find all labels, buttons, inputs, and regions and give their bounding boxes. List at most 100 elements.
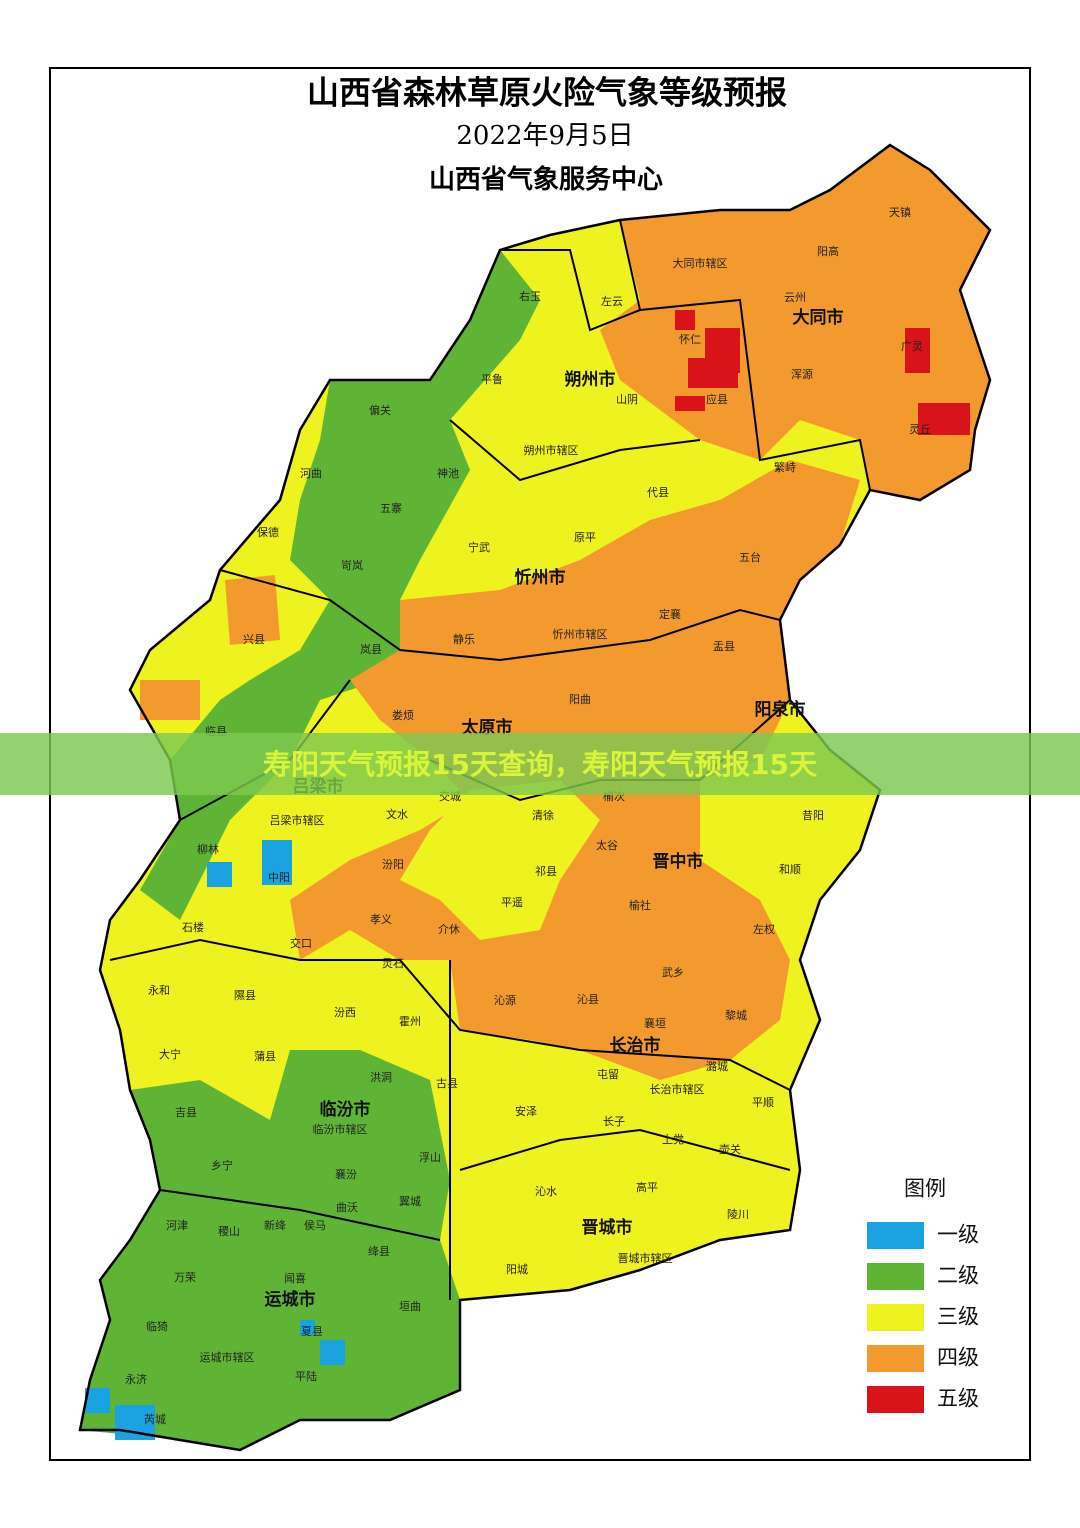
patch — [300, 1320, 315, 1335]
county-label: 蒲县 — [254, 1049, 276, 1063]
city-label: 阳泉市 — [755, 699, 806, 720]
county-label: 运城市辖区 — [200, 1350, 255, 1364]
county-label: 岚县 — [360, 643, 382, 656]
county-label: 山阴 — [616, 393, 638, 406]
banner-text: 寿阳天气预报15天查询，寿阳天气预报15天 — [263, 748, 817, 781]
patch — [688, 358, 738, 388]
patch — [320, 1340, 345, 1365]
county-label: 黎城 — [725, 1008, 747, 1022]
county-label: 盂县 — [713, 640, 735, 653]
legend-title: 图例 — [904, 1177, 946, 1201]
patch — [675, 310, 695, 330]
patch-lin — [140, 680, 200, 720]
county-label: 闻喜 — [284, 1271, 306, 1285]
legend-swatch — [867, 1263, 924, 1290]
county-label: 夏县 — [301, 1325, 323, 1338]
legend-swatch — [867, 1304, 924, 1331]
patch — [262, 840, 292, 885]
county-label: 永和 — [148, 983, 170, 997]
patch — [905, 328, 930, 373]
county-label: 忻州市辖区 — [553, 627, 608, 641]
patch — [675, 396, 705, 411]
county-label: 宁武 — [468, 540, 490, 554]
county-label: 长子 — [603, 1115, 625, 1128]
county-label: 武乡 — [662, 966, 684, 979]
city-label: 太原市 — [462, 717, 513, 738]
city-label: 临汾市 — [320, 1099, 371, 1120]
map-title: 山西省森林草原火险气象等级预报 — [307, 74, 787, 112]
county-label: 代县 — [647, 486, 669, 499]
patch-xing — [225, 575, 280, 645]
city-label: 长治市 — [610, 1035, 661, 1056]
county-label: 平顺 — [752, 1096, 774, 1109]
zone-jinzhong-plain — [400, 780, 600, 940]
county-label: 阳曲 — [569, 693, 591, 706]
legend-label: 三级 — [937, 1305, 979, 1329]
county-label: 临猗 — [146, 1319, 168, 1333]
city-label: 运城市 — [265, 1289, 316, 1310]
county-label: 保德 — [257, 525, 279, 539]
county-label: 稷山 — [218, 1225, 240, 1238]
county-label: 浮山 — [419, 1151, 441, 1164]
county-label: 沁源 — [494, 993, 516, 1007]
city-label: 晋城市 — [582, 1217, 633, 1238]
legend-swatch — [867, 1222, 924, 1249]
province-map — [78, 143, 992, 1452]
county-label: 石楼 — [182, 920, 204, 934]
border — [500, 219, 642, 332]
county-label: 吕梁市辖区 — [270, 813, 325, 827]
county-label: 永济 — [125, 1372, 147, 1386]
county-label: 娄烦 — [392, 709, 414, 722]
county-label: 定襄 — [659, 607, 681, 621]
border — [449, 960, 791, 1300]
county-label: 左权 — [753, 923, 775, 936]
border — [219, 569, 781, 662]
legend-label: 一级 — [937, 1223, 979, 1247]
county-label: 祁县 — [535, 864, 557, 878]
map-date: 2022年9月5日 — [456, 121, 633, 151]
labels: 大同市朔州市忻州市阳泉市太原市吕梁市晋中市长治市临汾市晋城市运城市天镇阳高大同市… — [125, 205, 931, 1426]
county-label: 榆社 — [629, 898, 651, 912]
county-label: 隰县 — [234, 989, 256, 1002]
county-label: 广灵 — [901, 340, 923, 353]
county-label: 太谷 — [596, 839, 618, 852]
city-label: 晋中市 — [653, 851, 704, 872]
county-label: 霍州 — [399, 1015, 421, 1028]
banner — [0, 733, 1080, 795]
border — [159, 1189, 441, 1241]
county-label: 襄汾 — [335, 1167, 357, 1181]
zone-northeast — [600, 145, 990, 500]
county-label: 静乐 — [453, 632, 475, 646]
county-label: 怀仁 — [679, 333, 701, 346]
county-label: 灵石 — [382, 957, 404, 970]
border — [109, 938, 791, 1091]
county-label: 河津 — [166, 1219, 188, 1232]
city-label: 忻州市 — [515, 567, 566, 588]
county-label: 中阳 — [268, 871, 290, 884]
county-label: 垣曲 — [399, 1300, 421, 1313]
county-label: 交口 — [290, 936, 312, 950]
county-label: 偏关 — [369, 403, 391, 417]
county-label: 阳高 — [817, 244, 839, 258]
county-label: 沁县 — [577, 993, 599, 1006]
county-label: 文水 — [386, 807, 408, 821]
city-label: 大同市 — [793, 307, 844, 328]
county-label: 朔州市辖区 — [524, 443, 579, 457]
county-label: 灵丘 — [909, 423, 931, 436]
county-label: 临汾市辖区 — [313, 1122, 368, 1136]
county-label: 乡宁 — [211, 1158, 233, 1172]
city-label: 朔州市 — [565, 369, 616, 390]
county-label: 神池 — [437, 466, 459, 480]
county-label: 平陆 — [295, 1369, 317, 1383]
legend-swatch — [867, 1345, 924, 1372]
county-label: 晋城市辖区 — [618, 1251, 673, 1265]
county-label: 孝义 — [370, 913, 392, 926]
legend-swatch — [867, 1386, 924, 1413]
county-label: 吉县 — [175, 1106, 197, 1119]
county-label: 五寨 — [380, 501, 402, 515]
county-label: 河曲 — [300, 467, 322, 480]
county-label: 介休 — [438, 923, 460, 936]
county-label: 和顺 — [779, 863, 801, 876]
